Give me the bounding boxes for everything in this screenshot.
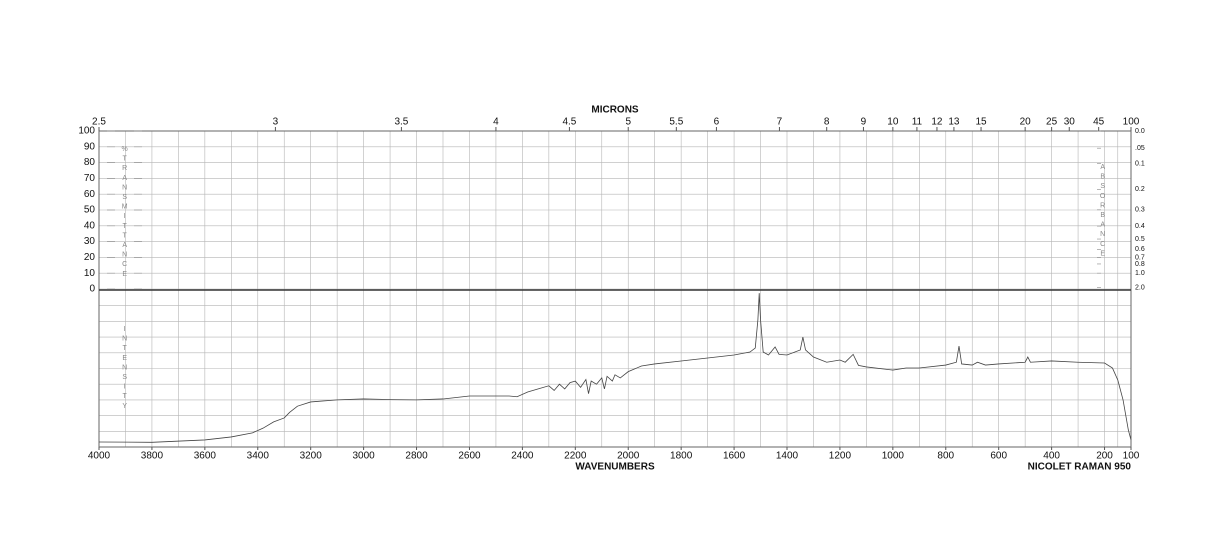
x-tick-label: 2400 <box>511 451 534 462</box>
y2-tick-label: 0.5 <box>1135 236 1145 243</box>
x-tick-label: 200 <box>1096 451 1113 462</box>
y2-tick-label: 0.8 <box>1135 261 1145 268</box>
micron-tick-label: 9 <box>861 117 867 128</box>
micron-tick-label: 4.5 <box>562 117 576 128</box>
y3-axis-title: INTENSITY <box>121 326 128 412</box>
y-tick-label: 40 <box>84 220 96 231</box>
micron-tick-label: 11 <box>912 117 923 128</box>
y-tick-label: 30 <box>84 236 96 247</box>
plot-frame <box>98 130 1132 448</box>
x-tick-label: 1800 <box>670 451 693 462</box>
y-tick-label: 80 <box>84 157 96 168</box>
x-tick-label: 3000 <box>352 451 375 462</box>
y-tick-label: 0 <box>89 284 95 295</box>
x-tick-label: 2600 <box>458 451 481 462</box>
y-tick-label: 100 <box>78 126 95 137</box>
y2-tick-label: 0.3 <box>1135 207 1145 214</box>
x-tick-label: 3600 <box>194 451 217 462</box>
micron-tick-label: 30 <box>1064 117 1076 128</box>
micron-tick-label: 4 <box>493 117 499 128</box>
x-tick-label: 100 <box>1123 451 1140 462</box>
micron-tick-label: 5 <box>625 117 631 128</box>
x-tick-label: 600 <box>990 451 1007 462</box>
micron-tick-label: 8 <box>824 117 830 128</box>
y-tick-label: 70 <box>84 173 96 184</box>
y2-axis-title: ABSORBANCE <box>1099 164 1106 260</box>
micron-tick-label: 10 <box>887 117 899 128</box>
micron-tick-label: 2.5 <box>92 117 106 128</box>
x-tick-label: 2000 <box>617 451 640 462</box>
micron-tick-label: 3 <box>273 117 279 128</box>
micron-tick-label: 15 <box>975 117 987 128</box>
micron-tick-label: 7 <box>777 117 783 128</box>
x-tick-label: 1000 <box>882 451 905 462</box>
y-tick-label: 60 <box>84 189 96 200</box>
y2-tick-label: 2.0 <box>1135 284 1145 291</box>
y2-tick-label: 0.4 <box>1135 223 1145 230</box>
x-tick-label: 1200 <box>829 451 852 462</box>
y2-tick-label: 0.0 <box>1135 128 1145 135</box>
x-tick-label: 800 <box>937 451 954 462</box>
x-tick-label: 4000 <box>88 451 111 462</box>
instrument-label: NICOLET RAMAN 950 <box>1028 462 1132 473</box>
x-tick-label: 2800 <box>405 451 428 462</box>
y-tick-label: 90 <box>84 141 96 152</box>
micron-tick-label: 25 <box>1046 117 1058 128</box>
micron-tick-label: 6 <box>714 117 720 128</box>
y2-tick-label: 0.7 <box>1135 254 1145 261</box>
x-tick-label: 1400 <box>776 451 799 462</box>
spectrum-line <box>98 293 1132 443</box>
y-tick-label: 20 <box>84 252 96 263</box>
y2-tick-label: 0.2 <box>1135 186 1145 193</box>
micron-tick-label: 100 <box>1123 117 1140 128</box>
y2-tick-label: 1.0 <box>1135 270 1145 277</box>
x-axis-title: WAVENUMBERS <box>575 462 655 473</box>
micron-tick-label: 3.5 <box>394 117 408 128</box>
y-tick-label: 50 <box>84 205 96 216</box>
y2-tick-label: .05 <box>1135 145 1145 152</box>
micron-tick-label: 20 <box>1020 117 1032 128</box>
micron-tick-label: 45 <box>1093 117 1105 128</box>
y-axis-title: %TRANSMITTANCE <box>121 146 128 280</box>
x-tick-label: 2200 <box>564 451 587 462</box>
micron-tick-label: 5.5 <box>669 117 683 128</box>
y-tick-label: 10 <box>84 268 96 279</box>
chart-title: MICRONS <box>591 105 639 116</box>
x-tick-label: 3400 <box>247 451 270 462</box>
micron-tick-label: 13 <box>948 117 960 128</box>
x-tick-label: 400 <box>1043 451 1060 462</box>
y2-tick-label: 0.6 <box>1135 246 1145 253</box>
micron-tick-label: 12 <box>931 117 943 128</box>
x-tick-label: 1600 <box>723 451 746 462</box>
x-tick-label: 3800 <box>141 451 164 462</box>
y2-tick-label: 0.1 <box>1135 160 1145 167</box>
x-tick-label: 3200 <box>300 451 323 462</box>
